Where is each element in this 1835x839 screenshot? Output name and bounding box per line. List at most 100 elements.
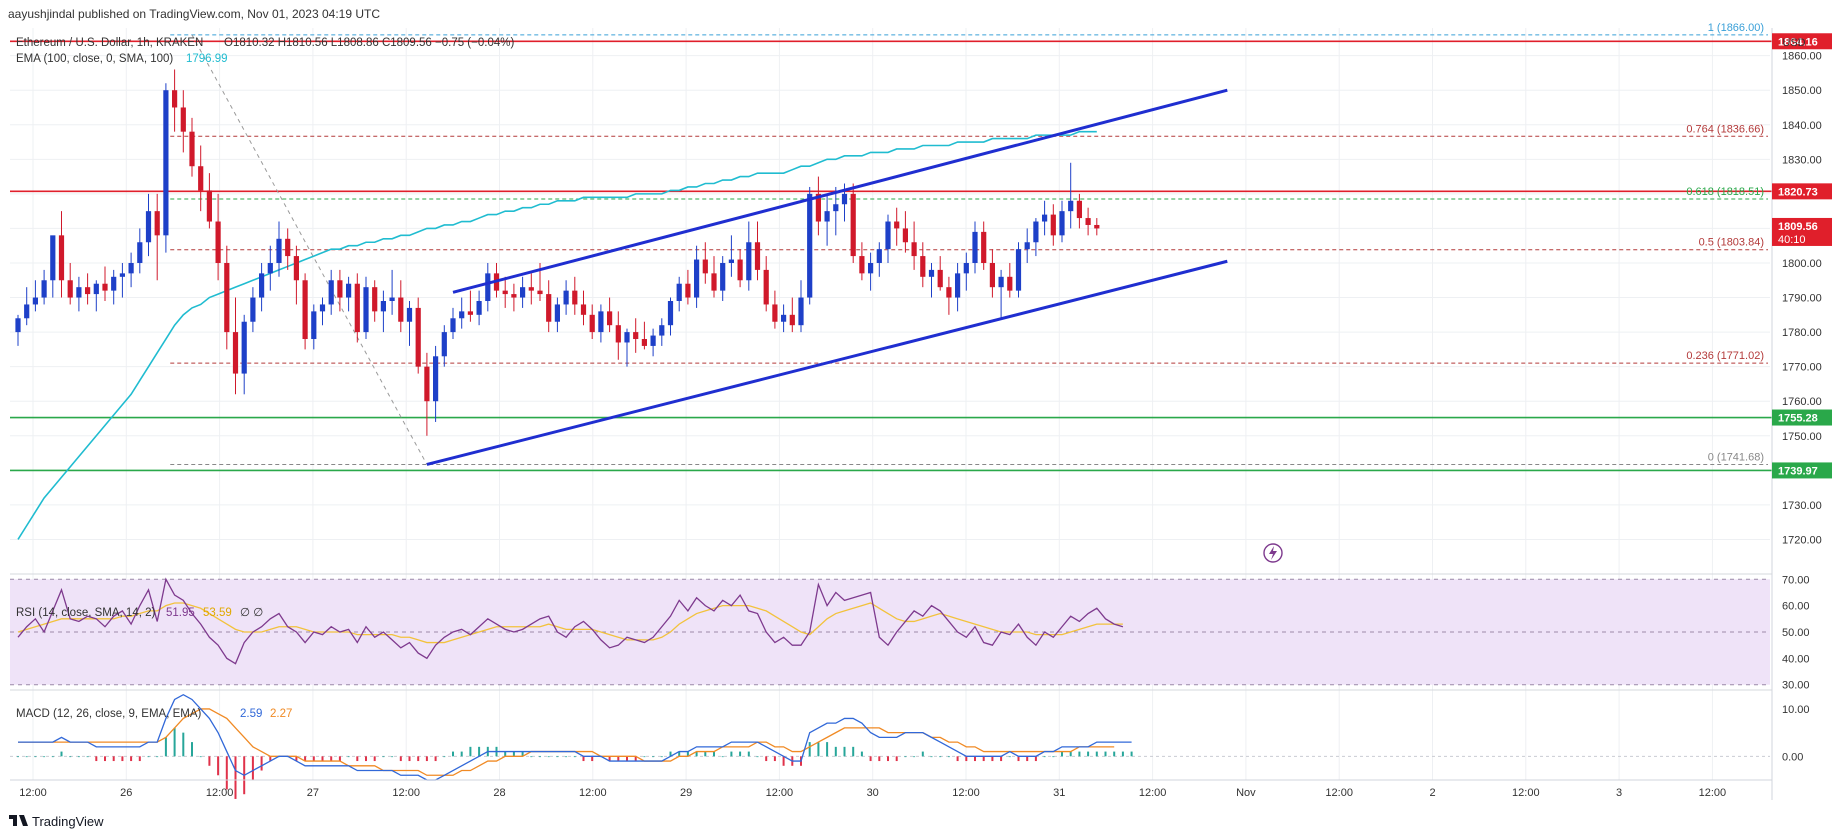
candle-body[interactable] <box>24 304 30 319</box>
candle-body[interactable] <box>502 290 508 295</box>
candle-body[interactable] <box>172 90 178 108</box>
candle-body[interactable] <box>754 242 761 270</box>
candle-body[interactable] <box>963 262 969 274</box>
candle-body[interactable] <box>67 280 73 298</box>
candle-body[interactable] <box>772 304 778 322</box>
candle-body[interactable] <box>346 283 352 298</box>
candle-body[interactable] <box>285 238 291 257</box>
candle-body[interactable] <box>937 269 943 288</box>
candle-body[interactable] <box>198 166 204 191</box>
candle-body[interactable] <box>702 259 708 274</box>
candle-body[interactable] <box>1094 224 1100 229</box>
candle-body[interactable] <box>981 231 987 263</box>
candle-body[interactable] <box>955 273 961 298</box>
candle-body[interactable] <box>1007 276 1013 291</box>
candle-body[interactable] <box>180 107 186 132</box>
candle-body[interactable] <box>1085 218 1091 225</box>
candle-body[interactable] <box>911 242 917 257</box>
candle-body[interactable] <box>406 307 413 322</box>
candle-body[interactable] <box>102 283 108 291</box>
candle-body[interactable] <box>424 366 430 402</box>
candle-body[interactable] <box>1015 249 1022 291</box>
candle-body[interactable] <box>41 280 47 298</box>
candle-body[interactable] <box>876 249 882 263</box>
candle-body[interactable] <box>189 131 195 167</box>
candle-body[interactable] <box>781 314 787 322</box>
candle-body[interactable] <box>119 273 125 277</box>
candle-body[interactable] <box>589 314 595 333</box>
candle-body[interactable] <box>137 242 143 263</box>
candle-body[interactable] <box>546 294 552 322</box>
candle-body[interactable] <box>163 90 169 236</box>
candle-body[interactable] <box>728 259 734 263</box>
candle-body[interactable] <box>372 287 378 312</box>
candle-body[interactable] <box>737 259 743 281</box>
candle-body[interactable] <box>894 221 900 229</box>
candle-body[interactable] <box>868 262 874 274</box>
candle-body[interactable] <box>441 332 447 357</box>
candle-body[interactable] <box>319 304 326 312</box>
ascending-channel[interactable] <box>426 88 1228 466</box>
candle-body[interactable] <box>1050 214 1056 236</box>
tradingview-logo[interactable]: TradingView <box>9 814 104 829</box>
candle-body[interactable] <box>154 211 160 236</box>
candle-body[interactable] <box>1059 211 1065 236</box>
candle-body[interactable] <box>433 356 439 402</box>
candle-body[interactable] <box>528 287 534 291</box>
candle-body[interactable] <box>650 335 656 346</box>
candle-body[interactable] <box>928 269 935 277</box>
candle-body[interactable] <box>1033 221 1039 243</box>
candle-body[interactable] <box>1076 200 1082 219</box>
candle-body[interactable] <box>859 256 865 274</box>
candle-body[interactable] <box>1024 242 1030 250</box>
candle-body[interactable] <box>311 311 317 340</box>
candle-body[interactable] <box>215 221 221 263</box>
candle-body[interactable] <box>989 262 995 288</box>
candle-body[interactable] <box>259 273 265 298</box>
candle-body[interactable] <box>633 332 639 340</box>
candle-body[interactable] <box>241 321 247 374</box>
candle-body[interactable] <box>833 204 839 212</box>
candle-body[interactable] <box>537 290 543 295</box>
candle-body[interactable] <box>232 332 239 374</box>
candle-body[interactable] <box>580 304 587 315</box>
candle-body[interactable] <box>720 262 726 291</box>
channel-upper-line[interactable] <box>452 88 1228 294</box>
candle-body[interactable] <box>807 193 813 298</box>
candle-body[interactable] <box>1042 214 1048 222</box>
candle-body[interactable] <box>607 311 613 326</box>
candle-body[interactable] <box>798 297 804 326</box>
candle-body[interactable] <box>1068 200 1074 212</box>
candle-body[interactable] <box>624 332 630 343</box>
candle-body[interactable] <box>467 311 473 315</box>
candle-body[interactable] <box>15 318 21 333</box>
candle-body[interactable] <box>250 297 256 322</box>
candle-body[interactable] <box>885 221 891 250</box>
candle-body[interactable] <box>920 256 926 277</box>
candle-body[interactable] <box>824 211 830 222</box>
candle-body[interactable] <box>276 238 282 263</box>
candle-body[interactable] <box>659 325 665 336</box>
candle-body[interactable] <box>615 325 621 343</box>
candle-body[interactable] <box>746 242 752 281</box>
candle-body[interactable] <box>206 190 212 222</box>
lightning-icon[interactable] <box>1263 543 1283 563</box>
candle-body[interactable] <box>685 283 691 298</box>
candle-body[interactable] <box>476 301 482 315</box>
candle-body[interactable] <box>128 262 134 274</box>
candle-body[interactable] <box>520 287 526 298</box>
candle-body[interactable] <box>50 235 56 281</box>
candle-body[interactable] <box>389 297 395 301</box>
candle-body[interactable] <box>554 304 560 322</box>
candle-body[interactable] <box>641 339 647 346</box>
candle-body[interactable] <box>363 287 369 333</box>
candle-body[interactable] <box>511 294 517 298</box>
candle-body[interactable] <box>815 193 821 222</box>
candle-body[interactable] <box>267 262 273 274</box>
candle-body[interactable] <box>415 307 421 367</box>
rsi-line[interactable] <box>17 577 1124 665</box>
candle-body[interactable] <box>58 235 65 281</box>
candle-body[interactable] <box>485 273 491 301</box>
macd-line[interactable] <box>18 693 1132 781</box>
